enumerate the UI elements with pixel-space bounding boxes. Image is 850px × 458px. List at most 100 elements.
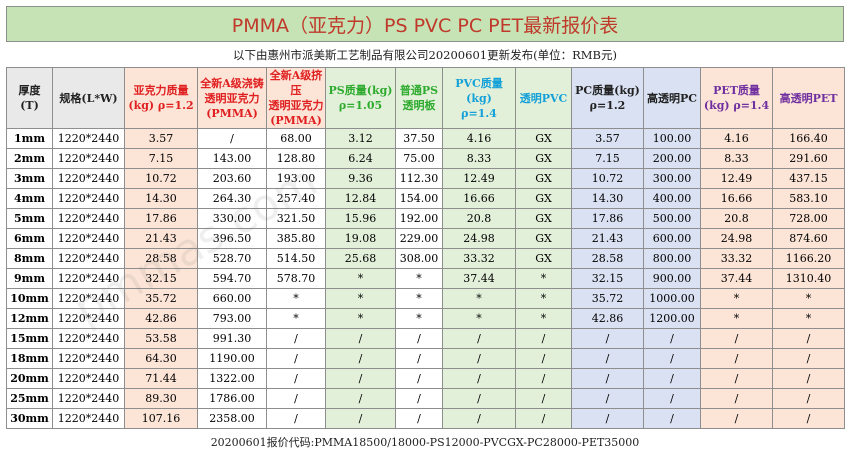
cell-pet-price: 1310.40 [772, 268, 845, 289]
cell-ps-price: / [395, 348, 443, 369]
cell-ps-price: 192.00 [395, 208, 443, 229]
cell-spec: 1220*2440 [52, 408, 125, 429]
cell-pc-weight: / [571, 408, 644, 429]
header-line: 亚克力质量 [133, 84, 189, 97]
cell-thickness: 15mm [6, 328, 53, 349]
cell-cast-acrylic-price: 660.00 [197, 288, 267, 309]
cell-pvc-weight: 16.66 [442, 188, 516, 209]
cell-pet-weight: * [700, 308, 773, 329]
cell-ps-price: 75.00 [395, 148, 443, 169]
cell-cast-acrylic-price: 1786.00 [197, 388, 267, 409]
cell-pet-weight: / [700, 328, 773, 349]
header-row: 厚度 (T) 规格(L*W) 亚克力质量 (kg) ρ=1.2 全新A级浇铸 透明亚克力 (P… [6, 67, 845, 129]
cell-pet-price: 166.40 [772, 128, 845, 149]
cell-ps-weight: 19.08 [325, 228, 396, 249]
cell-ps-price: 229.00 [395, 228, 443, 249]
cell-pet-weight: 20.8 [700, 208, 773, 229]
header-line: PC质量(kg) [575, 84, 640, 97]
cell-ps-price: / [395, 368, 443, 389]
cell-thickness: 12mm [6, 308, 53, 329]
cell-pc-weight: 35.72 [571, 288, 644, 309]
cell-ps-weight: 25.68 [325, 248, 396, 269]
cell-pc-weight: 32.15 [571, 268, 644, 289]
cell-pvc-price: * [515, 288, 572, 309]
header-cast-acrylic-price: 全新A级浇铸 透明亚克力 (PMMA) [197, 67, 267, 129]
cell-pc-price: 600.00 [643, 228, 701, 249]
cell-cast-acrylic-price: 528.70 [197, 248, 267, 269]
cell-extruded-acrylic-price: 193.00 [266, 168, 326, 189]
cell-ps-weight: 6.24 [325, 148, 396, 169]
cell-pc-price: 300.00 [643, 168, 701, 189]
cell-pvc-weight: * [442, 288, 516, 309]
cell-acrylic-weight: 35.72 [124, 288, 198, 309]
header-line: (kg) ρ=1.2 [128, 99, 194, 112]
cell-acrylic-weight: 7.15 [124, 148, 198, 169]
cell-acrylic-weight: 17.86 [124, 208, 198, 229]
cell-thickness: 9mm [6, 268, 53, 289]
price-table: 厚度 (T) 规格(L*W) 亚克力质量 (kg) ρ=1.2 全新A级浇铸 透明亚克力 (P… [6, 67, 845, 429]
cell-thickness: 6mm [6, 228, 53, 249]
header-line: PET质量 [713, 84, 760, 97]
cell-spec: 1220*2440 [52, 168, 125, 189]
cell-pvc-weight: / [442, 368, 516, 389]
cell-pvc-price: GX [515, 148, 572, 169]
cell-acrylic-weight: 107.16 [124, 408, 198, 429]
header-line: 透明PVC [519, 91, 568, 105]
cell-acrylic-weight: 21.43 [124, 228, 198, 249]
cell-pc-price: / [643, 368, 701, 389]
cell-pc-weight: 7.15 [571, 148, 644, 169]
cell-extruded-acrylic-price: / [266, 368, 326, 389]
header-ps-weight: PS质量(kg) ρ=1.05 [325, 67, 396, 129]
cell-pvc-price: GX [515, 128, 572, 149]
header-extruded-acrylic-price: 全新A级挤压 透明亚克力 (PMMA) [266, 67, 326, 129]
header-line: (PMMA) [206, 106, 258, 120]
cell-ps-price: 112.30 [395, 168, 443, 189]
header-line: PS质量(kg) [328, 84, 393, 97]
cell-spec: 1220*2440 [52, 288, 125, 309]
cell-ps-weight: / [325, 348, 396, 369]
table-row: 1mm 1220*2440 3.57/68.00 3.12 37.50 4.16 GX 3.5… [6, 128, 845, 149]
cell-ps-weight: / [325, 388, 396, 409]
cell-cast-acrylic-price: 203.60 [197, 168, 267, 189]
cell-ps-price: * [395, 288, 443, 309]
cell-thickness: 1mm [6, 128, 53, 149]
cell-pet-weight: 24.98 [700, 228, 773, 249]
cell-acrylic-weight: 10.72 [124, 168, 198, 189]
cell-cast-acrylic-price: 594.70 [197, 268, 267, 289]
header-pvc-price: 透明PVC [515, 67, 572, 129]
cell-pvc-price: GX [515, 248, 572, 269]
header-line: 规格(L*W) [59, 91, 118, 105]
cell-pvc-weight: / [442, 408, 516, 429]
cell-pvc-weight: 37.44 [442, 268, 516, 289]
cell-pc-weight: 3.57 [571, 128, 644, 149]
header-line: PVC质量(kg) [455, 76, 503, 105]
cell-pvc-price: * [515, 268, 572, 289]
cell-acrylic-weight: 71.44 [124, 368, 198, 389]
cell-pet-price: 874.60 [772, 228, 845, 249]
cell-pvc-weight: / [442, 328, 516, 349]
cell-pc-price: 900.00 [643, 268, 701, 289]
cell-extruded-acrylic-price: / [266, 348, 326, 369]
header-line: (PMMA) [270, 114, 322, 127]
header-line: 厚度 [18, 84, 41, 97]
table-row: 30mm 1220*2440 107.16 2358.00// / / / / / / / [6, 408, 845, 429]
cell-cast-acrylic-price: 1190.00 [197, 348, 267, 369]
cell-pvc-weight: / [442, 348, 516, 369]
cell-spec: 1220*2440 [52, 148, 125, 169]
cell-pet-weight: 33.32 [700, 248, 773, 269]
cell-pet-weight: 16.66 [700, 188, 773, 209]
cell-pc-price: / [643, 388, 701, 409]
cell-ps-weight: 3.12 [325, 128, 396, 149]
header-line: 普通PS [399, 84, 439, 97]
cell-extruded-acrylic-price: 385.80 [266, 228, 326, 249]
header-line: 高透明PC [646, 91, 698, 105]
cell-spec: 1220*2440 [52, 188, 125, 209]
cell-pvc-weight: / [442, 388, 516, 409]
cell-cast-acrylic-price: 1322.00 [197, 368, 267, 389]
cell-pet-price: 291.60 [772, 148, 845, 169]
cell-pvc-price: GX [515, 168, 572, 189]
cell-pet-price: 1166.20 [772, 248, 845, 269]
cell-pet-price: 583.10 [772, 188, 845, 209]
cell-pc-weight: / [571, 368, 644, 389]
table-row: 3mm 1220*2440 10.72 203.60 193.00 9.36 112.30 1… [6, 168, 845, 189]
